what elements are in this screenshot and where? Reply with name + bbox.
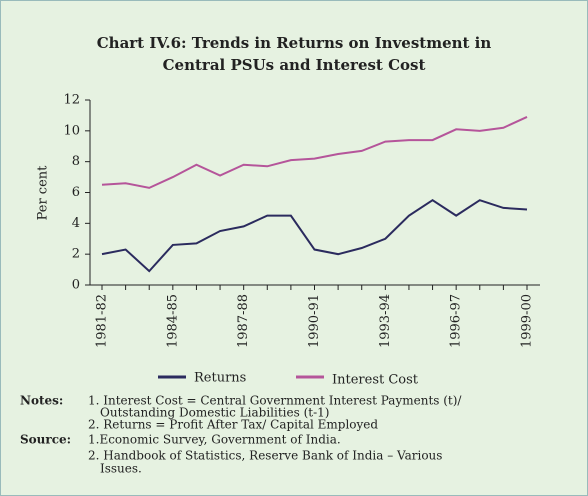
chart-title: Central PSUs and Interest Cost [163, 56, 426, 74]
y-tick-label: 12 [63, 93, 80, 108]
y-tick-label: 2 [72, 247, 80, 262]
y-tick-label: 8 [72, 154, 80, 169]
source: 2. Handbook of Statistics, Reserve Bank … [88, 449, 442, 463]
legend-label: Interest Cost [332, 373, 419, 388]
source: 1.Economic Survey, Government of India. [88, 433, 341, 447]
x-tick-label: 1981-82 [95, 294, 110, 348]
note: 1. Interest Cost = Central Government In… [88, 394, 462, 408]
y-tick-label: 4 [72, 216, 80, 231]
notes-label: Notes: [20, 394, 63, 408]
data-line [101, 116, 528, 189]
x-tick-label: 1993-94 [378, 294, 393, 348]
y-tick-label: 6 [72, 185, 80, 200]
source: Issues. [100, 462, 142, 476]
y-tick-label: 10 [63, 123, 80, 138]
note: Outstanding Domestic Liabilities (t-1) [100, 406, 329, 420]
y-axis-label: Per cent [36, 165, 51, 221]
chart-title: Chart IV.6: Trends in Returns on Investm… [97, 34, 492, 52]
y-tick-label: 0 [72, 278, 80, 293]
source-label: Source: [20, 433, 71, 447]
note: 2. Returns = Profit After Tax/ Capital E… [88, 418, 378, 432]
x-tick-label: 1990-91 [307, 294, 322, 348]
x-tick-label: 1996-97 [449, 294, 464, 348]
data-line [101, 199, 528, 273]
legend-label: Returns [194, 371, 246, 386]
x-tick-label: 1987-88 [236, 294, 251, 348]
x-tick-label: 1984-85 [165, 294, 180, 348]
x-tick-label: 1999-00 [520, 294, 535, 348]
